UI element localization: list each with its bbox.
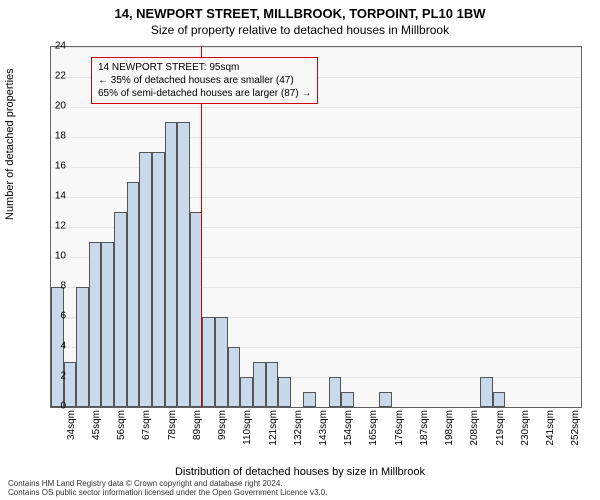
histogram-bar (240, 377, 253, 407)
histogram-bar (278, 377, 291, 407)
callout-line-1: 14 NEWPORT STREET: 95sqm (98, 61, 311, 74)
y-tick-label: 14 (38, 191, 66, 202)
y-tick-label: 2 (38, 371, 66, 382)
histogram-bar (379, 392, 392, 407)
y-tick-label: 22 (38, 71, 66, 82)
histogram-bar (114, 212, 127, 407)
callout-line-3: 65% of semi-detached houses are larger (… (98, 87, 311, 100)
y-tick-label: 12 (38, 221, 66, 232)
y-tick-label: 8 (38, 281, 66, 292)
y-tick-label: 10 (38, 251, 66, 262)
y-tick-label: 4 (38, 341, 66, 352)
histogram-bar (493, 392, 506, 407)
histogram-bar (329, 377, 342, 407)
x-tick-label: 121sqm (268, 410, 279, 446)
x-tick-label: 110sqm (242, 410, 253, 445)
chart-plot-area: 14 NEWPORT STREET: 95sqm← 35% of detache… (50, 46, 582, 408)
gridline (51, 107, 581, 108)
x-tick-label: 165sqm (368, 410, 379, 446)
x-tick-label: 99sqm (217, 410, 228, 440)
x-tick-label: 230sqm (520, 410, 531, 446)
x-axis-label: Distribution of detached houses by size … (0, 466, 600, 478)
gridline (51, 407, 581, 408)
x-tick-label: 219sqm (495, 410, 506, 446)
x-tick-label: 198sqm (444, 410, 455, 446)
histogram-bar (152, 152, 165, 407)
x-tick-label: 187sqm (419, 410, 430, 446)
footer-attribution: Contains HM Land Registry data © Crown c… (8, 480, 327, 498)
x-tick-label: 89sqm (192, 410, 203, 440)
histogram-bar (127, 182, 140, 407)
histogram-bar (480, 377, 493, 407)
x-tick-label: 176sqm (394, 410, 405, 446)
histogram-bar (101, 242, 114, 407)
footer-line-2: Contains OS public sector information li… (8, 489, 327, 498)
histogram-bar (341, 392, 354, 407)
y-tick-label: 18 (38, 131, 66, 142)
x-tick-label: 34sqm (66, 410, 77, 440)
histogram-bar (303, 392, 316, 407)
histogram-bar (177, 122, 190, 407)
title-sub: Size of property relative to detached ho… (0, 21, 600, 37)
title-main: 14, NEWPORT STREET, MILLBROOK, TORPOINT,… (0, 0, 600, 21)
histogram-bar (202, 317, 215, 407)
histogram-bar (76, 287, 89, 407)
y-axis-label: Number of detached properties (4, 68, 16, 220)
histogram-bar (266, 362, 279, 407)
gridline (51, 167, 581, 168)
x-tick-label: 208sqm (469, 410, 480, 446)
gridline (51, 47, 581, 48)
histogram-bar (165, 122, 178, 407)
y-tick-label: 16 (38, 161, 66, 172)
y-tick-label: 6 (38, 311, 66, 322)
x-tick-label: 143sqm (318, 410, 329, 446)
histogram-bar (89, 242, 102, 407)
callout-line-2: ← 35% of detached houses are smaller (47… (98, 74, 311, 87)
histogram-bar (139, 152, 152, 407)
x-tick-label: 241sqm (545, 410, 556, 446)
x-tick-label: 78sqm (167, 410, 178, 440)
histogram-bar (228, 347, 241, 407)
histogram-bar (215, 317, 228, 407)
gridline (51, 137, 581, 138)
x-tick-label: 45sqm (91, 410, 102, 440)
x-tick-label: 132sqm (293, 410, 304, 446)
x-tick-label: 56sqm (116, 410, 127, 440)
histogram-bar (253, 362, 266, 407)
y-tick-label: 20 (38, 101, 66, 112)
x-tick-label: 154sqm (343, 410, 354, 446)
x-tick-label: 252sqm (570, 410, 581, 446)
y-tick-label: 24 (38, 41, 66, 52)
x-tick-label: 67sqm (141, 410, 152, 440)
y-tick-label: 0 (38, 401, 66, 412)
callout-box: 14 NEWPORT STREET: 95sqm← 35% of detache… (91, 57, 318, 104)
